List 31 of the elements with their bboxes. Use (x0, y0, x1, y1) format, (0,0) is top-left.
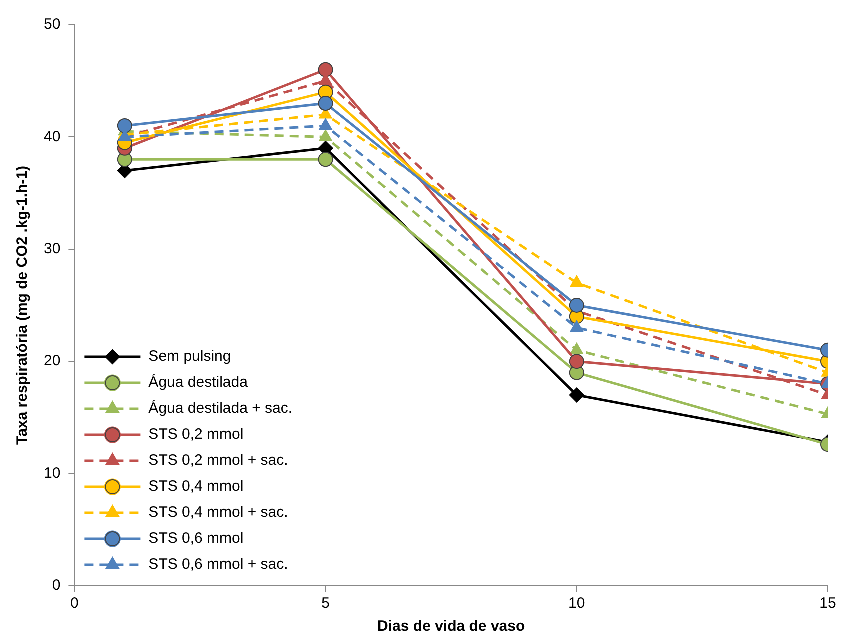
legend-label: Água destilada (148, 373, 249, 392)
point (318, 96, 334, 112)
y-tick-label: 40 (44, 128, 61, 146)
legend-label: STS 0,6 mmol (148, 530, 244, 548)
legend-label: STS 0,2 mmol + sac. (148, 452, 288, 470)
point (569, 298, 584, 313)
legend-label: STS 0,4 mmol (148, 478, 244, 496)
legend-label: Sem pulsing (148, 348, 232, 366)
point (319, 118, 332, 130)
point (570, 276, 584, 288)
point (318, 152, 334, 168)
legend-label: Água destilada + sac. (148, 399, 293, 418)
x-tick-label: 10 (568, 595, 586, 612)
y-tick-label: 50 (44, 16, 61, 34)
y-tick-label: 20 (44, 352, 61, 370)
y-tick-label: 30 (44, 240, 61, 258)
legend-label: STS 0,6 mmol + sac. (148, 556, 288, 574)
x-tick-label: 15 (820, 595, 836, 612)
point (318, 62, 334, 78)
point (569, 354, 584, 370)
point (117, 118, 132, 134)
y-tick-label: 10 (44, 464, 61, 482)
x-tick-label: 5 (322, 595, 330, 612)
y-tick-label: 0 (52, 577, 61, 594)
point (319, 130, 332, 142)
x-axis-title: Dias de vida de vaso (378, 618, 526, 636)
legend-label: STS 0,2 mmol (148, 426, 244, 444)
legend-label: STS 0,4 mmol + sac. (148, 504, 288, 522)
x-tick-label: 0 (70, 595, 79, 612)
point (569, 388, 584, 403)
y-axis-title: Taxa respiratória (mg de CO2 .kg-1.h-1) (14, 166, 32, 445)
